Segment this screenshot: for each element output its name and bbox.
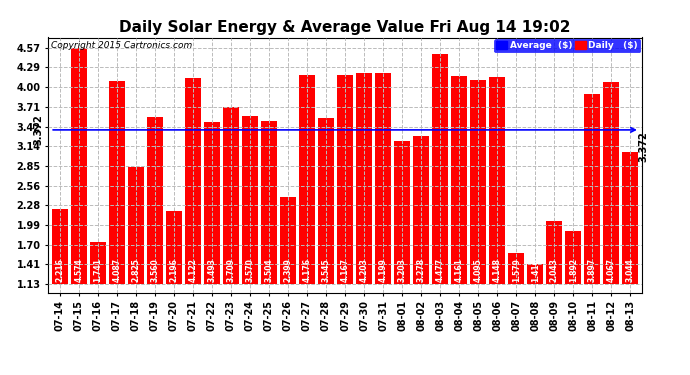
Text: 3.709: 3.709 bbox=[226, 258, 235, 282]
Bar bbox=[432, 54, 448, 284]
Legend: Average  ($), Daily   ($): Average ($), Daily ($) bbox=[494, 39, 640, 53]
Text: 3.203: 3.203 bbox=[397, 258, 406, 282]
Text: 4.122: 4.122 bbox=[188, 258, 197, 282]
Bar bbox=[109, 81, 125, 284]
Bar bbox=[241, 116, 258, 284]
Bar bbox=[565, 231, 581, 284]
Text: 4.095: 4.095 bbox=[473, 258, 482, 282]
Text: 4.161: 4.161 bbox=[455, 258, 464, 282]
Bar bbox=[508, 253, 524, 284]
Bar bbox=[70, 48, 87, 284]
Bar bbox=[470, 80, 486, 284]
Bar bbox=[394, 141, 410, 284]
Text: 3.897: 3.897 bbox=[588, 257, 597, 282]
Bar bbox=[318, 118, 334, 284]
Text: 4.067: 4.067 bbox=[607, 258, 615, 282]
Bar bbox=[603, 82, 620, 284]
Bar bbox=[337, 75, 353, 284]
Text: 3.504: 3.504 bbox=[264, 258, 273, 282]
Bar bbox=[52, 209, 68, 284]
Text: Copyright 2015 Cartronics.com: Copyright 2015 Cartronics.com bbox=[51, 41, 193, 50]
Text: 3.560: 3.560 bbox=[150, 258, 159, 282]
Bar bbox=[147, 117, 163, 284]
Bar bbox=[299, 75, 315, 284]
Bar bbox=[622, 152, 638, 284]
Text: 3.278: 3.278 bbox=[417, 257, 426, 282]
Bar bbox=[185, 78, 201, 284]
Text: 1.579: 1.579 bbox=[512, 258, 521, 282]
Bar bbox=[451, 76, 467, 284]
Text: 2.825: 2.825 bbox=[131, 258, 140, 282]
Bar bbox=[223, 107, 239, 284]
Text: 4.176: 4.176 bbox=[302, 258, 311, 282]
Bar bbox=[527, 264, 543, 284]
Bar bbox=[375, 73, 391, 284]
Text: 2.399: 2.399 bbox=[284, 258, 293, 282]
Bar bbox=[90, 242, 106, 284]
Text: 4.087: 4.087 bbox=[112, 257, 121, 282]
Text: 2.196: 2.196 bbox=[169, 258, 178, 282]
Text: 4.199: 4.199 bbox=[379, 258, 388, 282]
Text: 4.167: 4.167 bbox=[340, 258, 350, 282]
Text: 3.044: 3.044 bbox=[626, 258, 635, 282]
Bar bbox=[489, 77, 505, 284]
Bar bbox=[356, 73, 372, 284]
Text: 2.216: 2.216 bbox=[55, 258, 64, 282]
Bar bbox=[166, 210, 182, 284]
Bar bbox=[280, 196, 296, 284]
Text: 1.892: 1.892 bbox=[569, 258, 578, 282]
Bar bbox=[584, 94, 600, 284]
Text: 1.741: 1.741 bbox=[93, 258, 102, 282]
Text: 3.570: 3.570 bbox=[246, 258, 255, 282]
Bar bbox=[261, 121, 277, 284]
Text: 1.410: 1.410 bbox=[531, 258, 540, 282]
Text: 4.203: 4.203 bbox=[359, 258, 368, 282]
Text: 4.477: 4.477 bbox=[435, 257, 444, 282]
Text: 2.043: 2.043 bbox=[550, 258, 559, 282]
Text: 3.372: 3.372 bbox=[34, 114, 43, 145]
Text: 4.148: 4.148 bbox=[493, 258, 502, 282]
Bar bbox=[128, 167, 144, 284]
Text: 3.372: 3.372 bbox=[639, 131, 649, 162]
Bar bbox=[413, 136, 429, 284]
Text: 3.545: 3.545 bbox=[322, 258, 331, 282]
Text: 4.574: 4.574 bbox=[75, 258, 83, 282]
Bar bbox=[204, 122, 220, 284]
Text: 3.493: 3.493 bbox=[208, 258, 217, 282]
Title: Daily Solar Energy & Average Value Fri Aug 14 19:02: Daily Solar Energy & Average Value Fri A… bbox=[119, 20, 571, 35]
Bar bbox=[546, 221, 562, 284]
